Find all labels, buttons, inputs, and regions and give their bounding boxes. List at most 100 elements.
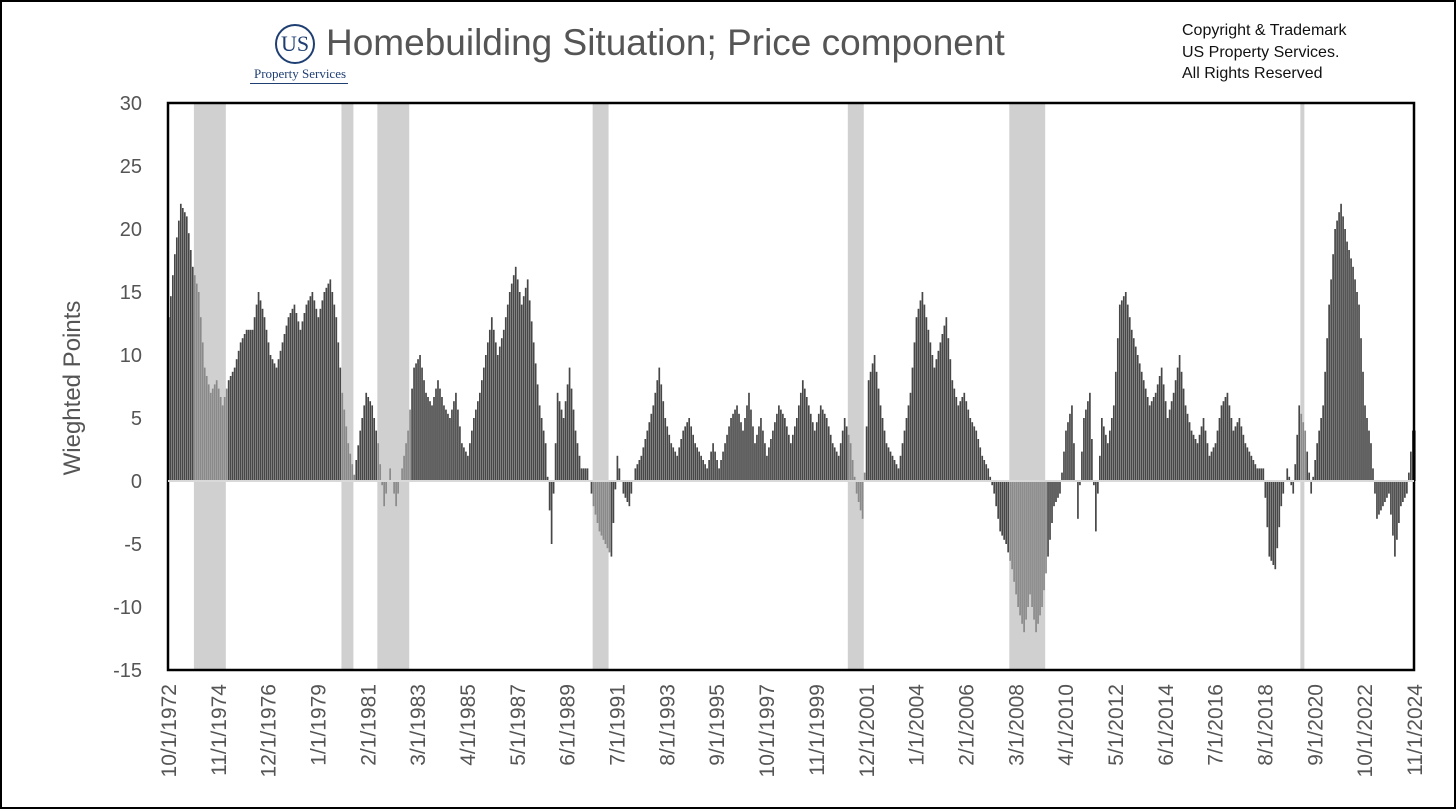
bar — [1063, 451, 1065, 481]
bar — [502, 329, 505, 481]
bar — [1134, 346, 1137, 481]
bar — [291, 308, 294, 481]
bar — [1144, 388, 1147, 481]
bar — [253, 317, 256, 481]
x-tick-label: 7/1/1991 — [607, 684, 630, 766]
bar — [1170, 401, 1173, 481]
bar — [977, 439, 980, 481]
bar — [1198, 434, 1201, 481]
bar — [512, 275, 515, 481]
bar — [1212, 447, 1215, 481]
bar — [1009, 481, 1011, 561]
x-tick-label: 3/1/2008 — [1005, 684, 1028, 766]
bar — [989, 476, 992, 481]
bar — [821, 409, 824, 481]
bar — [1049, 481, 1051, 540]
bar — [375, 430, 378, 481]
bar — [1154, 392, 1157, 481]
bar — [1152, 397, 1155, 481]
bar — [1240, 426, 1243, 481]
bar — [1354, 279, 1356, 481]
bar — [1202, 418, 1205, 481]
bar — [1110, 418, 1113, 481]
bar — [407, 430, 409, 481]
bar — [618, 468, 621, 481]
bar — [799, 392, 802, 481]
bar — [1366, 418, 1368, 481]
bar — [991, 481, 994, 486]
bar — [492, 329, 495, 481]
bar — [807, 405, 810, 481]
bar — [562, 418, 565, 481]
y-tick-label: -10 — [113, 597, 142, 619]
bar — [201, 342, 204, 481]
bar — [825, 418, 828, 481]
bar — [742, 430, 744, 481]
bar — [305, 304, 308, 481]
bar — [333, 304, 336, 481]
bar — [1264, 481, 1267, 498]
bar — [686, 422, 689, 481]
bar — [1370, 443, 1372, 481]
bar — [1246, 447, 1249, 481]
bar — [1206, 443, 1209, 481]
bar — [668, 434, 671, 481]
bar — [748, 392, 750, 481]
bar — [1248, 451, 1251, 481]
bar — [415, 363, 417, 481]
bar — [1192, 434, 1195, 481]
bar — [1350, 258, 1352, 481]
bar — [317, 317, 320, 481]
bar-series — [168, 203, 1416, 633]
bar — [217, 388, 220, 481]
bar — [1120, 300, 1123, 481]
bar — [999, 481, 1002, 532]
bar — [1204, 430, 1207, 481]
bar — [1122, 296, 1125, 481]
bar — [1047, 481, 1049, 557]
bar — [1320, 418, 1322, 481]
bar — [917, 308, 920, 481]
bar — [662, 401, 665, 481]
bar — [857, 481, 860, 502]
bar — [528, 300, 531, 481]
x-tick-label: 8/1/2018 — [1254, 684, 1277, 766]
bar — [780, 409, 782, 481]
bar — [544, 443, 547, 481]
bar — [1376, 481, 1378, 519]
bar — [437, 380, 439, 481]
bar — [349, 453, 352, 481]
bar — [660, 384, 663, 481]
bar — [345, 426, 348, 481]
bar — [1188, 422, 1191, 481]
bar — [995, 481, 998, 507]
bar — [897, 468, 900, 481]
bar — [1069, 413, 1071, 481]
bar — [323, 292, 326, 481]
bar — [498, 346, 501, 481]
bar — [313, 300, 316, 481]
bar — [795, 418, 798, 481]
bar — [552, 481, 555, 494]
x-tick-label: 5/1/1987 — [507, 684, 530, 766]
bar — [319, 308, 322, 481]
bar — [913, 342, 916, 481]
bar — [805, 397, 808, 481]
bar — [554, 443, 557, 481]
bar — [295, 313, 298, 481]
bar — [851, 460, 854, 481]
bar — [223, 397, 226, 481]
bar — [750, 409, 752, 481]
bar — [680, 439, 683, 481]
bar — [542, 430, 545, 481]
bar — [205, 376, 208, 481]
bar — [752, 426, 754, 481]
bar — [1073, 443, 1075, 481]
bar — [791, 434, 794, 481]
bar — [580, 468, 583, 481]
bar — [425, 392, 427, 481]
bar — [237, 350, 240, 481]
bar — [359, 430, 362, 481]
bar — [1404, 481, 1406, 498]
